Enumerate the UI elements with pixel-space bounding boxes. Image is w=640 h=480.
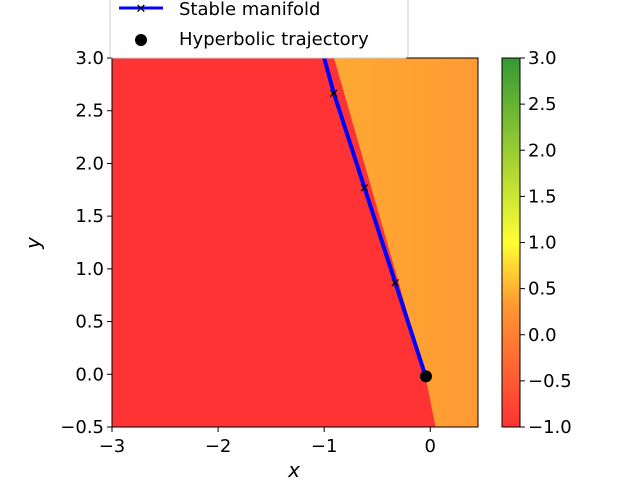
x-tick-label: −1: [311, 436, 338, 457]
colorbar-tick-label: −0.5: [528, 371, 572, 392]
legend-marker-stable-manifold: ✕: [136, 2, 147, 17]
colorbar-tick-label: −1.0: [528, 417, 572, 438]
legend: ✕ Stable manifold Hyperbolic trajectory: [109, 0, 409, 59]
x-tick-label: −3: [99, 436, 126, 457]
hyperbolic-trajectory-point: [420, 370, 433, 383]
y-tick-label: 1.0: [75, 259, 104, 280]
y-tick-label: 0.5: [75, 312, 104, 333]
stable-manifold-marker: ✕: [328, 87, 339, 102]
x-axis-label: x: [287, 458, 300, 480]
y-tick-label: 1.5: [75, 206, 104, 227]
stable-manifold-line: [322, 58, 427, 375]
x-axis: −3 −2 −1 0: [99, 427, 436, 457]
y-tick-label: −0.5: [60, 417, 104, 438]
stable-manifold-marker: ✕: [359, 182, 370, 197]
y-tick-label: 2.0: [75, 153, 104, 174]
legend-label-stable-manifold: Stable manifold: [179, 0, 321, 20]
colorbar-axis: −1.0 −0.5 0.0 0.5 1.0 1.5 2.0 2.5 3.0: [520, 48, 572, 438]
y-tick-label: 0.0: [75, 364, 104, 385]
colorbar: [501, 57, 521, 428]
colorbar-tick-label: 1.0: [528, 233, 557, 254]
plot-area: ✕ ✕ ✕: [112, 58, 478, 427]
stable-manifold-marker: ✕: [390, 277, 401, 292]
colorbar-tick-label: 3.0: [528, 48, 557, 69]
legend-box: [109, 0, 409, 59]
y-axis-label: y: [21, 236, 45, 250]
y-tick-label: 2.5: [75, 101, 104, 122]
heatmap-left-region: [112, 58, 436, 427]
x-tick-label: −2: [205, 436, 232, 457]
colorbar-tick-label: 2.0: [528, 140, 557, 161]
x-tick-label: 0: [425, 436, 436, 457]
colorbar-tick-label: 2.5: [528, 94, 557, 115]
y-axis: −0.5 0.0 0.5 1.0 1.5 2.0 2.5 3.0: [60, 48, 112, 438]
colorbar-tick-label: 1.5: [528, 186, 557, 207]
y-tick-label: 3.0: [75, 48, 104, 69]
legend-marker-hyperbolic-trajectory: [135, 34, 147, 46]
legend-label-hyperbolic-trajectory: Hyperbolic trajectory: [179, 29, 369, 50]
colorbar-tick-label: 0.0: [528, 325, 557, 346]
colorbar-tick-label: 0.5: [528, 279, 557, 300]
